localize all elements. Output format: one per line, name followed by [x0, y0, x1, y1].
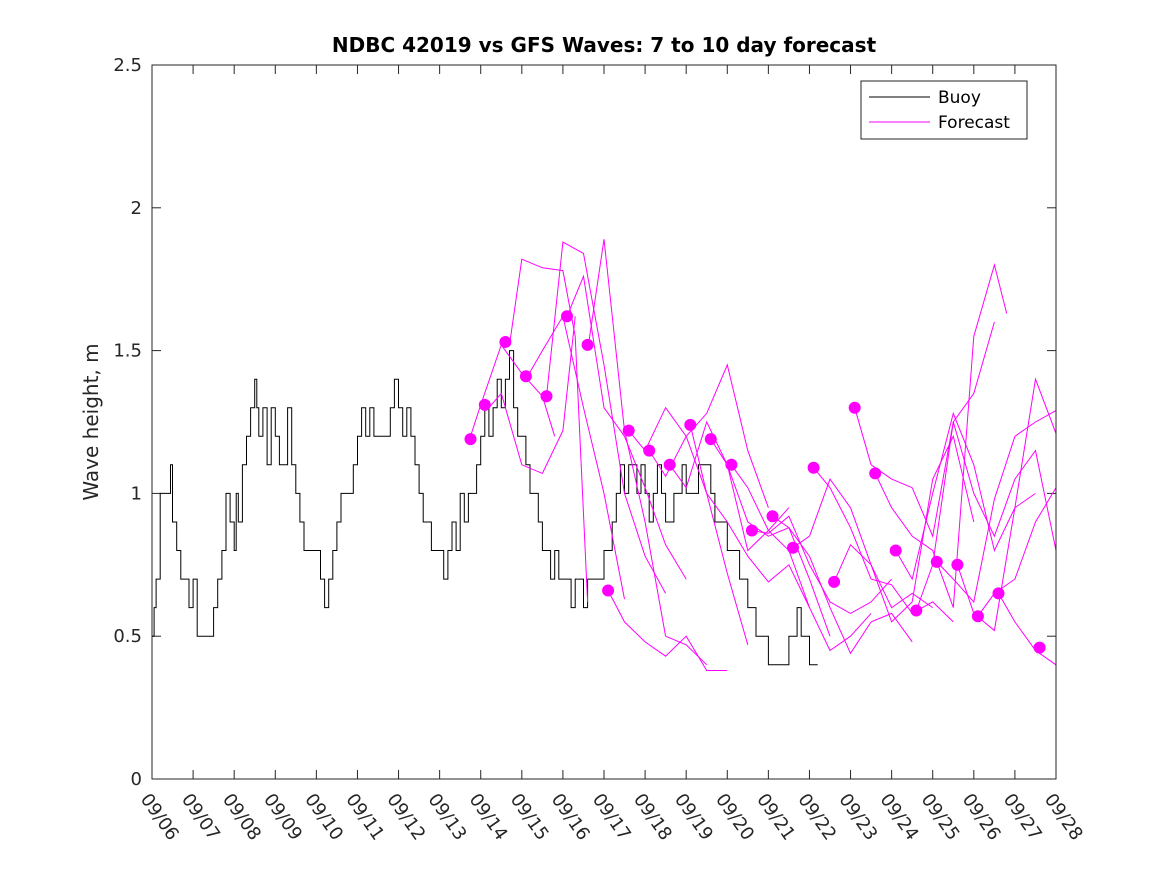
- forecast-marker-19: [848, 401, 861, 414]
- forecast-marker-24: [951, 558, 964, 571]
- forecast-line-13: [730, 464, 872, 652]
- y-tick-label-2: 1: [131, 483, 142, 504]
- legend-box: [860, 80, 1028, 140]
- buoy-line: [152, 350, 818, 666]
- forecast-marker-7: [602, 584, 615, 597]
- legend-forecast-label: Forecast: [938, 113, 1010, 133]
- forecast-marker-21: [889, 544, 902, 557]
- forecast-line-3: [525, 314, 625, 600]
- forecast-line-21: [895, 411, 1036, 581]
- forecast-marker-11: [684, 418, 697, 431]
- forecast-marker-17: [807, 461, 820, 474]
- forecast-line-0: [470, 343, 556, 437]
- forecast-marker-23: [930, 555, 943, 568]
- forecast-line-14: [751, 515, 892, 614]
- forecast-markers: [464, 310, 1046, 654]
- forecast-line-9: [648, 363, 769, 508]
- forecast-series: [470, 239, 1057, 671]
- forecast-line-19: [854, 321, 995, 538]
- forecast-marker-26: [992, 587, 1005, 600]
- forecast-line-4: [546, 241, 667, 594]
- forecast-marker-18: [828, 575, 841, 588]
- legend: Buoy Forecast: [860, 80, 1028, 140]
- y-tick-label-0: 0: [131, 769, 142, 790]
- forecast-marker-5: [561, 310, 573, 323]
- y-axis-label: Wave height, m: [79, 343, 103, 500]
- forecast-marker-20: [869, 467, 882, 480]
- forecast-marker-13: [725, 458, 738, 471]
- forecast-marker-0: [464, 433, 477, 446]
- forecast-marker-15: [766, 510, 779, 523]
- forecast-line-20: [874, 262, 1008, 608]
- forecast-marker-3: [519, 370, 532, 383]
- forecast-line-5: [566, 274, 687, 580]
- legend-buoy-label: Buoy: [938, 88, 981, 108]
- forecast-marker-25: [971, 610, 984, 623]
- forecast-line-26: [998, 593, 1057, 666]
- forecast-marker-4: [540, 390, 553, 403]
- plot-area: [152, 65, 1056, 779]
- forecast-marker-27: [1033, 641, 1046, 654]
- forecast-line-15: [772, 515, 913, 655]
- forecast-marker-10: [663, 458, 676, 471]
- forecast-line-23: [936, 410, 1057, 603]
- buoy-series: [152, 350, 818, 666]
- y-tick-label-3: 1.5: [113, 341, 142, 362]
- forecast-marker-1: [478, 398, 491, 411]
- forecast-marker-14: [745, 524, 758, 537]
- forecast-marker-8: [622, 424, 635, 437]
- forecast-marker-16: [787, 541, 799, 554]
- forecast-line-1: [488, 316, 576, 475]
- forecast-line-24: [956, 377, 1057, 632]
- forecast-marker-6: [581, 338, 594, 351]
- y-tick-label-5: 2.5: [113, 55, 142, 76]
- forecast-line-25: [977, 487, 1057, 617]
- forecast-line-17: [813, 467, 954, 623]
- plot-frame: [151, 64, 1057, 780]
- forecast-line-11: [689, 424, 810, 608]
- forecast-marker-12: [704, 433, 717, 446]
- forecast-marker-2: [499, 336, 512, 348]
- forecast-line-6: [587, 239, 708, 666]
- y-tick-label-1: 0.5: [113, 626, 142, 647]
- forecast-marker-22: [910, 604, 923, 617]
- axis-ticks: [151, 64, 1057, 780]
- forecast-line-16: [792, 478, 933, 609]
- y-tick-label-4: 2: [131, 198, 142, 219]
- chart-title: NDBC 42019 vs GFS Waves: 7 to 10 day for…: [332, 33, 877, 57]
- y-axis-tick-labels: 0 0.5 1 1.5 2 2.5: [113, 55, 142, 790]
- forecast-line-22: [915, 421, 1057, 611]
- forecast-marker-9: [643, 444, 656, 457]
- forecast-line-7: [607, 590, 728, 671]
